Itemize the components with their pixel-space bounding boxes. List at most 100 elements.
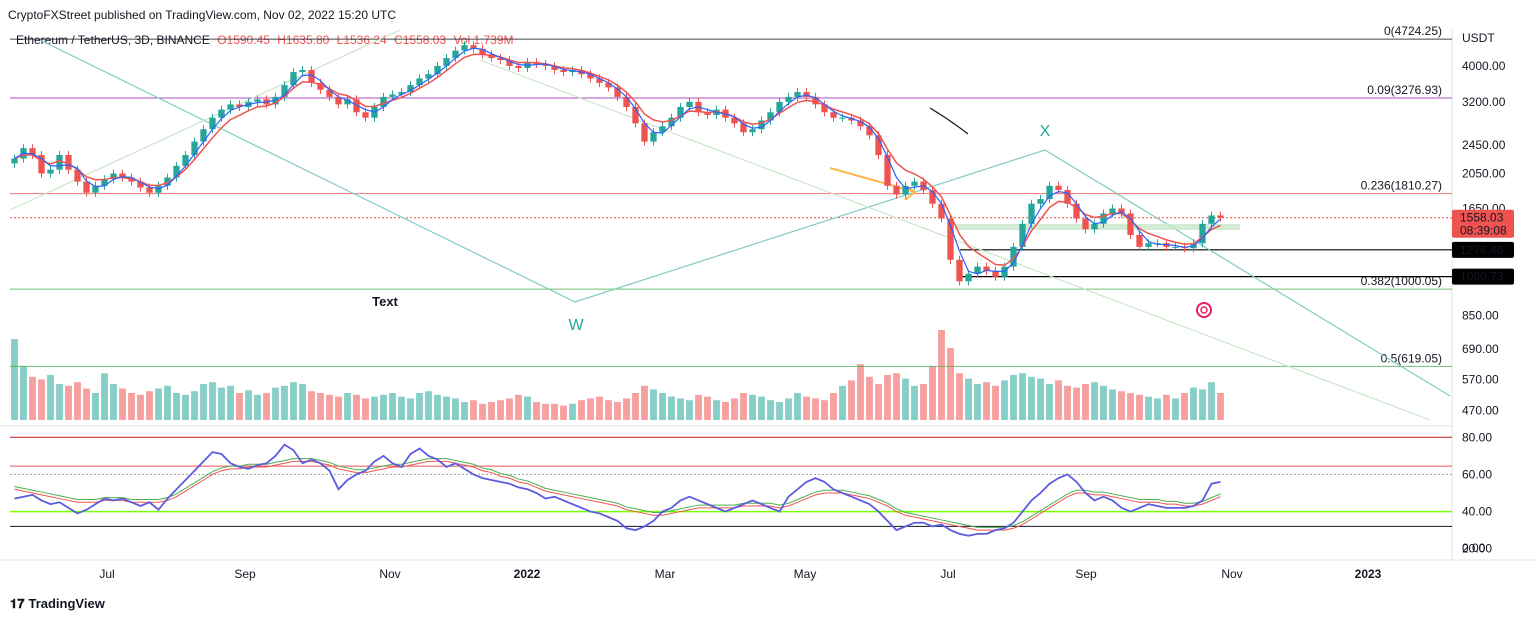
sketch-curve — [929, 107, 969, 135]
volume-bar — [1028, 376, 1035, 420]
volume-bar — [290, 382, 297, 420]
trend-lines — [9, 29, 1451, 421]
legend-open: O1590.45 — [217, 33, 270, 47]
candle-body — [506, 59, 513, 66]
candle-body — [308, 70, 315, 83]
volume-bar — [911, 385, 918, 420]
volume-bar — [452, 398, 459, 420]
volume-bar — [380, 394, 387, 420]
rsi-tick-label: 40.00 — [1462, 505, 1492, 519]
candle-body — [749, 129, 756, 133]
candle-body — [1055, 185, 1062, 191]
volume-bar — [722, 402, 729, 420]
volume-bar — [1136, 394, 1143, 420]
candle-body — [929, 190, 936, 204]
volume-bar — [263, 393, 270, 420]
volume-bar — [686, 400, 693, 420]
candle-body — [1037, 199, 1044, 204]
candle-body — [668, 117, 675, 127]
candle-body — [776, 101, 783, 113]
volume-bar — [236, 393, 243, 420]
price-tick-label: 690.00 — [1462, 342, 1499, 356]
volume-bar — [992, 385, 999, 420]
candle-body — [1019, 223, 1026, 247]
candle-body — [641, 123, 648, 142]
volume-bar — [1001, 380, 1008, 420]
candle-body — [884, 155, 891, 186]
volume-bar — [128, 393, 135, 420]
candle-body — [218, 109, 225, 118]
volume-bar — [497, 400, 504, 420]
publisher-header: CryptoFXStreet published on TradingView.… — [8, 8, 396, 22]
volume-bar — [551, 403, 558, 420]
volume-bar — [965, 378, 972, 420]
volume-bar — [101, 373, 108, 420]
candle-body — [614, 87, 621, 97]
volume-bar — [902, 378, 909, 420]
candle-body — [317, 82, 324, 90]
volume-bar — [155, 388, 162, 420]
candle-body — [1046, 185, 1053, 200]
candle-body — [83, 181, 90, 193]
fib-level-label: 0.5(619.05) — [1381, 351, 1442, 365]
target-circle-icon — [1196, 302, 1212, 318]
candle-body — [407, 85, 414, 93]
candle-body — [1217, 215, 1224, 218]
volume-bar — [623, 398, 630, 420]
price-tick-label: 850.00 — [1462, 308, 1499, 322]
volume-bar — [407, 398, 414, 420]
candle-body — [623, 96, 630, 107]
price-axis[interactable]: USDT4000.003200.002450.002050.001650.008… — [1462, 31, 1506, 418]
price-tick-label: 4000.00 — [1462, 59, 1506, 73]
volume-bar — [443, 396, 450, 420]
time-tick-label: 2022 — [514, 567, 541, 581]
candle-body — [1100, 213, 1107, 224]
rsi-tick-label: 0.00 — [1462, 541, 1486, 555]
target-circle-inner — [1200, 306, 1208, 314]
volume-bar — [875, 384, 882, 420]
volume-bar — [20, 366, 27, 420]
time-axis[interactable]: Jul Sep Nov 2022 Mar May Jul Sep Nov 2023 — [99, 567, 1381, 581]
fib-level-label: 0.236(1810.27) — [1361, 179, 1442, 193]
candle-body — [1010, 246, 1017, 267]
tradingview-footer[interactable]: 𝟏𝟕 TradingView — [10, 596, 105, 612]
volume-bar — [749, 394, 756, 420]
candle-body — [74, 169, 81, 182]
candle-body — [515, 65, 522, 68]
time-tick-label: Sep — [234, 567, 256, 581]
candle-body — [479, 48, 486, 55]
volume-bar — [695, 394, 702, 420]
candle-body — [182, 155, 189, 166]
footer-brand: TradingView — [28, 596, 105, 611]
symbol-name[interactable]: Ethereum / TetherUS, 3D, BINANCE — [16, 33, 210, 47]
candle-body — [110, 173, 117, 180]
candle-body — [209, 117, 216, 130]
tradingview-logo-icon: 𝟏𝟕 — [10, 596, 25, 611]
candle-body — [434, 65, 441, 75]
candle-body — [767, 112, 774, 121]
candle-body — [281, 85, 288, 97]
fib-levels: 0.09(3276.93) 0.236(1810.27) 0.382(1000.05… — [10, 24, 1452, 367]
price-chart[interactable]: 0.09(3276.93) 0.236(1810.27) 0.382(1000.05… — [0, 0, 1536, 596]
candle-body — [452, 50, 459, 59]
price-tick-label: 2450.00 — [1462, 138, 1506, 152]
volume-bar — [488, 402, 495, 420]
fib-level-label: 0.09(3276.93) — [1367, 83, 1442, 97]
candle-body — [254, 99, 261, 102]
candle-body — [227, 104, 234, 110]
candle-body — [1064, 190, 1071, 204]
legend-close: C1558.03 — [394, 33, 447, 47]
volume-bar — [47, 375, 54, 420]
candle-body — [866, 126, 873, 136]
volume-bar — [605, 400, 612, 420]
volume-bar — [353, 394, 360, 420]
candle-body — [902, 185, 909, 195]
volume-bar — [11, 339, 18, 420]
price-tag-countdown: 08:39:08 — [1460, 224, 1507, 238]
volume-bar — [1082, 384, 1089, 420]
candle-body — [497, 58, 504, 60]
volume-bar — [371, 396, 378, 420]
candle-body — [236, 104, 243, 107]
volume-bar — [29, 376, 36, 420]
